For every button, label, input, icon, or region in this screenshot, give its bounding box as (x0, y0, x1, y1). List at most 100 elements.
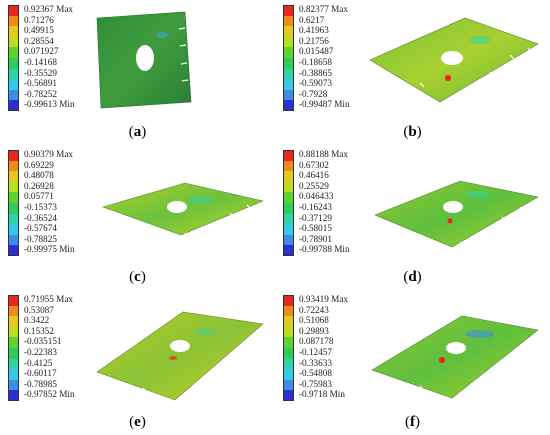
legend-swatch (8, 79, 19, 90)
legend-swatch (283, 57, 294, 69)
legend-swatch (283, 245, 294, 256)
plate-contour-plot (96, 311, 264, 401)
legend-value: -0.59073 (299, 78, 332, 89)
legend-swatch (283, 337, 294, 348)
legend-swatch (283, 100, 294, 111)
legend-value: 0.046433 (299, 191, 334, 202)
legend-value: -0.58015 (299, 223, 332, 234)
legend-value: -0.57674 (24, 223, 57, 234)
legend-value: 0.071927 (24, 46, 59, 57)
legend-value: 0.67302 (299, 159, 329, 170)
legend-value: 0.21756 (299, 35, 329, 46)
legend-value: 0.88188 Max (299, 149, 348, 159)
legend-value: -0.97852 Min (24, 389, 75, 400)
legend-swatch (8, 89, 19, 101)
panel-caption: (a) (128, 124, 147, 140)
legend-value: 0.28554 (24, 35, 54, 46)
legend-value: 0.82377 Max (299, 4, 348, 14)
legend-value: 0.49915 (24, 25, 54, 36)
legend-swatch (8, 358, 19, 370)
legend-value: -0.78901 (299, 233, 332, 244)
legend-value: 0.53087 (24, 304, 54, 315)
legend-value: -0.60117 (24, 368, 57, 379)
legend-value: 0.72243 (299, 304, 329, 315)
legend-value: -0.78252 (24, 88, 57, 99)
legend-value: -0.37129 (299, 212, 332, 223)
legend-value: -0.15373 (24, 201, 57, 212)
legend-swatch (8, 347, 19, 359)
legend-value: -0.035151 (24, 336, 62, 347)
legend-value: 0.90379 Max (24, 149, 73, 159)
legend-swatch (8, 337, 19, 348)
legend-swatch (283, 202, 294, 214)
legend-value: -0.99975 Min (24, 244, 75, 255)
panel-caption: (b) (403, 124, 422, 140)
legend-swatch (283, 181, 294, 193)
legend-swatch (283, 192, 294, 203)
legend-value: 0.41963 (299, 25, 329, 36)
legend-swatch (8, 171, 19, 182)
legend-swatch (283, 68, 294, 80)
legend-value: -0.9718 Min (299, 389, 345, 400)
legend-swatch (283, 316, 294, 327)
legend-swatch (8, 234, 19, 246)
legend-value: 0.46416 (299, 170, 329, 181)
legend-swatch (283, 234, 294, 246)
legend-swatch (8, 160, 19, 172)
legend-swatch (8, 26, 19, 37)
legend-value: 0.087178 (299, 336, 334, 347)
legend-swatch (8, 15, 19, 27)
legend-swatch (8, 150, 19, 161)
legend-swatch (8, 47, 19, 58)
legend-value: 0.71276 (24, 14, 54, 25)
legend-value: 0.48078 (24, 170, 54, 181)
legend-swatch (8, 192, 19, 203)
panel-c: 0.90379 Max 0.69229 0.48078 0.26928 0.05771-… (0, 145, 275, 290)
legend-swatch (283, 89, 294, 101)
panel-caption: (d) (403, 269, 422, 285)
panel-caption: (e) (129, 414, 146, 430)
panel-caption: (f) (405, 414, 420, 430)
legend-swatch (8, 295, 19, 306)
legend-swatch (8, 100, 19, 111)
legend-value: 0.51068 (299, 315, 329, 326)
legend-value: 0.25529 (299, 180, 329, 191)
legend-value: -0.78985 (24, 378, 57, 389)
legend-swatch (283, 390, 294, 401)
panel-d: 0.88188 Max 0.67302 0.46416 0.25529 0.046433… (275, 145, 550, 290)
legend-swatch (283, 358, 294, 370)
legend-swatch (8, 36, 19, 48)
legend-swatch (8, 5, 19, 16)
legend-value: 0.93419 Max (299, 294, 348, 304)
legend-swatch (8, 181, 19, 193)
legend-value: -0.36524 (24, 212, 57, 223)
legend-swatch (8, 379, 19, 391)
legend-swatch (283, 379, 294, 391)
legend-swatch (8, 305, 19, 317)
legend-value: 0.15352 (24, 325, 54, 336)
legend-value: -0.99613 Min (24, 99, 75, 110)
legend-value: 0.3422 (24, 315, 50, 326)
plate-contour-plot (96, 11, 192, 109)
plate-contour-plot (374, 180, 539, 248)
legend-value: -0.14168 (24, 56, 57, 67)
legend-swatch (283, 26, 294, 37)
legend-swatch (8, 326, 19, 338)
legend-value: -0.33633 (299, 357, 332, 368)
legend-value: 0.6217 (299, 14, 325, 25)
legend-value: 0.015487 (299, 46, 334, 57)
legend-value: -0.7928 (299, 88, 328, 99)
legend-value: 0.69229 (24, 159, 54, 170)
legend-value: -0.22383 (24, 346, 57, 357)
legend-swatch (8, 390, 19, 401)
legend-value: -0.4125 (24, 357, 53, 368)
legend-value: -0.54808 (299, 368, 332, 379)
legend-swatch (283, 47, 294, 58)
legend-swatch (283, 224, 294, 235)
legend-swatch (283, 295, 294, 306)
legend-value: -0.99788 Min (299, 244, 350, 255)
legend-swatch (8, 316, 19, 327)
legend-value: 0.05771 (24, 191, 54, 202)
legend-swatch (283, 326, 294, 338)
legend-swatch (283, 369, 294, 380)
